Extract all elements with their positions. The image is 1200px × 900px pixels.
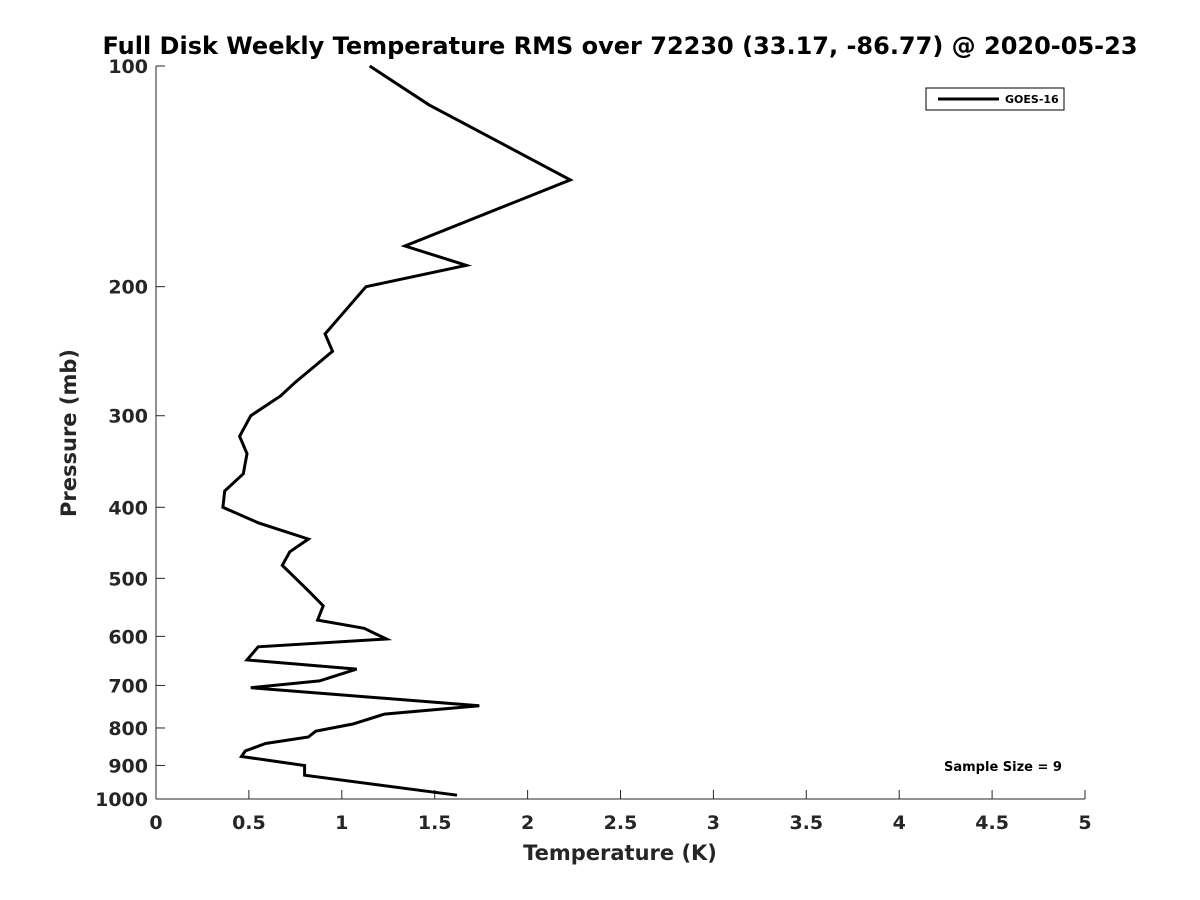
x-tick-label: 3.5 (789, 812, 823, 834)
plot-area (221, 64, 574, 797)
chart-title: Full Disk Weekly Temperature RMS over 72… (102, 32, 1137, 60)
x-tick-label: 5 (1078, 812, 1091, 834)
legend: GOES-16 (925, 87, 1065, 111)
x-tick-label: 2.5 (604, 812, 638, 834)
x-tick-label: 2 (521, 812, 534, 834)
y-tick-label: 800 (108, 718, 148, 740)
series-line-goes-16 (221, 64, 574, 797)
x-tick-label: 0.5 (232, 812, 266, 834)
x-tick-label: 3 (707, 812, 720, 834)
y-tick-label: 500 (108, 568, 148, 590)
y-axis-label: Pressure (mb) (57, 349, 81, 517)
y-tick-label: 900 (108, 755, 148, 777)
y-tick-label: 700 (108, 675, 148, 697)
x-tick-label: 1.5 (418, 812, 452, 834)
x-tick-label: 4 (893, 812, 906, 834)
x-tick-label: 0 (149, 812, 162, 834)
y-tick-label: 100 (108, 56, 148, 78)
sample-size-annotation: Sample Size = 9 (944, 760, 1062, 775)
y-tick-label: 200 (108, 277, 148, 299)
x-tick-label: 1 (335, 812, 348, 834)
legend-label: GOES-16 (1005, 93, 1059, 106)
y-tick-label: 300 (108, 406, 148, 428)
y-tick-label: 1000 (95, 789, 148, 811)
x-tick-label: 4.5 (975, 812, 1009, 834)
axes: 0 0.5 1 1.5 2 2.5 3 3.5 4 4.5 5 100 200 300 400 500 600 7… (95, 56, 1092, 834)
y-tick-label: 400 (108, 497, 148, 519)
x-axis-label: Temperature (K) (523, 841, 717, 865)
y-tick-label: 600 (108, 626, 148, 648)
